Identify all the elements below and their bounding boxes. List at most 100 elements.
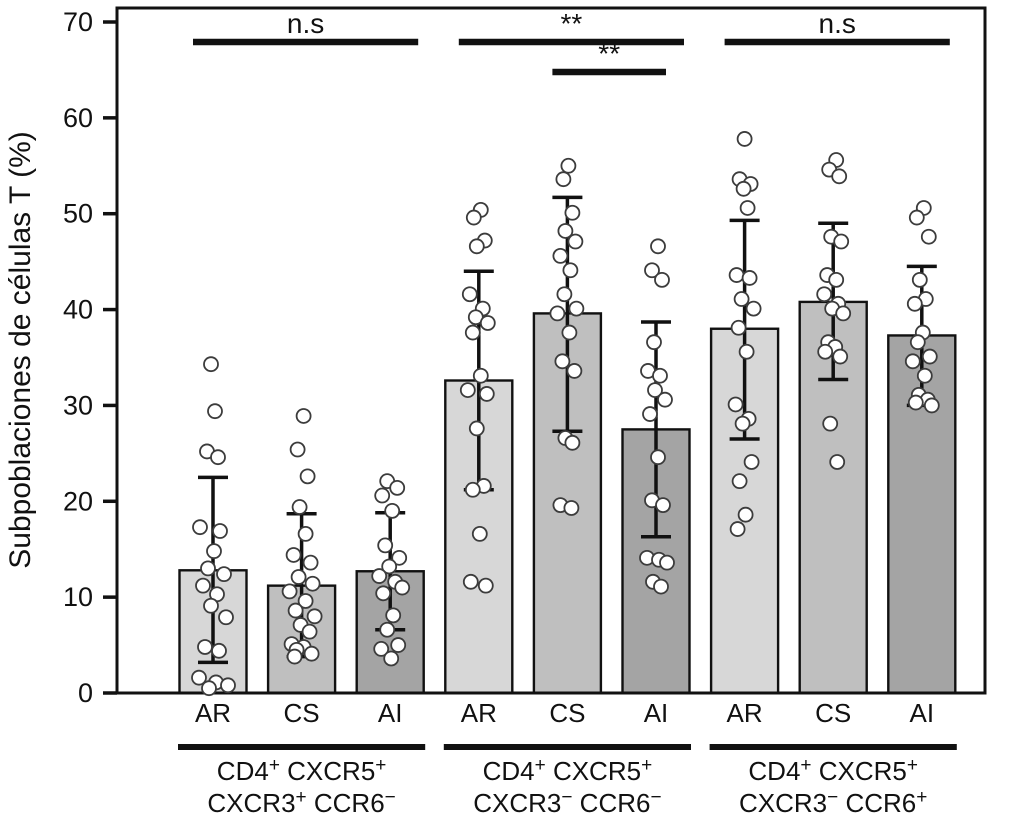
data-point	[646, 334, 662, 351]
data-point	[743, 454, 760, 470]
data-point	[191, 669, 207, 686]
group-label-line2: CXCR3− CCR6−	[473, 787, 661, 818]
data-point	[731, 473, 748, 490]
x-tick-label: AI	[644, 698, 669, 728]
data-point	[477, 577, 494, 594]
data-point	[564, 204, 581, 221]
data-point	[290, 569, 307, 585]
data-point	[210, 449, 226, 466]
group-label-line2: CXCR3− CCR6+	[739, 787, 927, 818]
data-point	[218, 609, 234, 626]
sig-label: **	[561, 8, 583, 39]
data-point	[907, 394, 924, 411]
data-point	[281, 583, 298, 600]
data-point	[745, 300, 762, 317]
data-point	[465, 209, 482, 226]
data-point	[200, 560, 216, 577]
y-tick-label: 50	[63, 199, 93, 229]
plot-frame	[115, 6, 987, 695]
group-label-line2: CXCR3+ CCR6−	[207, 787, 395, 818]
data-point	[461, 286, 478, 303]
data-point	[733, 291, 750, 307]
data-point	[556, 286, 573, 303]
data-point	[916, 367, 933, 384]
data-point	[833, 233, 850, 250]
y-tick-label: 20	[63, 486, 93, 516]
data-point	[203, 597, 219, 614]
data-point	[375, 585, 392, 602]
data-point	[459, 382, 476, 398]
data-point	[904, 353, 921, 370]
data-point	[729, 521, 746, 537]
data-point	[644, 262, 660, 279]
data-point	[462, 573, 479, 590]
data-point	[555, 171, 572, 188]
data-point	[730, 319, 747, 336]
data-point	[464, 481, 481, 498]
data-point	[297, 525, 314, 542]
data-point	[738, 343, 755, 360]
data-point	[297, 593, 314, 609]
data-point	[655, 497, 671, 514]
data-point	[568, 300, 585, 317]
data-point	[736, 131, 753, 147]
y-tick-label: 60	[63, 103, 93, 133]
data-point	[653, 578, 669, 595]
data-point	[373, 641, 390, 657]
data-point	[566, 363, 583, 379]
y-tick-label: 70	[63, 7, 93, 37]
data-point	[829, 454, 846, 470]
x-tick-label: AR	[727, 698, 763, 728]
data-point	[289, 441, 306, 458]
x-tick-label: AR	[461, 698, 497, 728]
data-point	[479, 315, 496, 331]
data-point	[464, 324, 481, 341]
data-point	[306, 608, 323, 625]
data-point	[642, 406, 658, 422]
data-point	[832, 348, 849, 365]
y-tick-label: 0	[78, 678, 93, 708]
data-point	[211, 642, 227, 659]
data-point	[374, 487, 391, 504]
sig-label: **	[598, 38, 620, 69]
data-point	[299, 468, 316, 485]
data-point	[659, 554, 675, 571]
data-point	[739, 200, 756, 216]
data-point	[301, 623, 318, 640]
data-point	[552, 247, 569, 264]
data-point	[906, 295, 923, 312]
data-point	[908, 209, 925, 226]
data-point	[567, 233, 584, 250]
group-label-line1: CD4+ CXCR5+	[748, 755, 918, 786]
data-point	[727, 396, 744, 413]
data-point	[389, 479, 406, 496]
data-point	[472, 367, 489, 384]
data-point	[192, 519, 208, 536]
data-point	[371, 568, 388, 584]
sig-label: n.s	[819, 8, 856, 39]
data-point	[291, 499, 308, 515]
data-point	[921, 348, 938, 365]
y-tick-label: 30	[63, 390, 93, 420]
data-point	[212, 523, 228, 539]
data-point	[650, 449, 666, 466]
data-point	[735, 180, 752, 197]
y-tick-label: 40	[63, 295, 93, 325]
data-point	[478, 386, 495, 402]
data-point	[384, 502, 401, 519]
data-point	[394, 579, 411, 596]
data-point	[468, 238, 485, 255]
x-tick-label: AR	[195, 698, 231, 728]
x-tick-label: CS	[549, 698, 585, 728]
data-point	[816, 286, 833, 303]
data-point	[302, 554, 319, 571]
data-point	[561, 324, 578, 341]
x-tick-label: CS	[815, 698, 851, 728]
sig-label: n.s	[287, 8, 324, 39]
data-point	[554, 353, 571, 370]
data-point	[734, 415, 751, 432]
data-point	[381, 558, 398, 575]
data-point	[377, 537, 394, 554]
data-point	[728, 267, 745, 283]
